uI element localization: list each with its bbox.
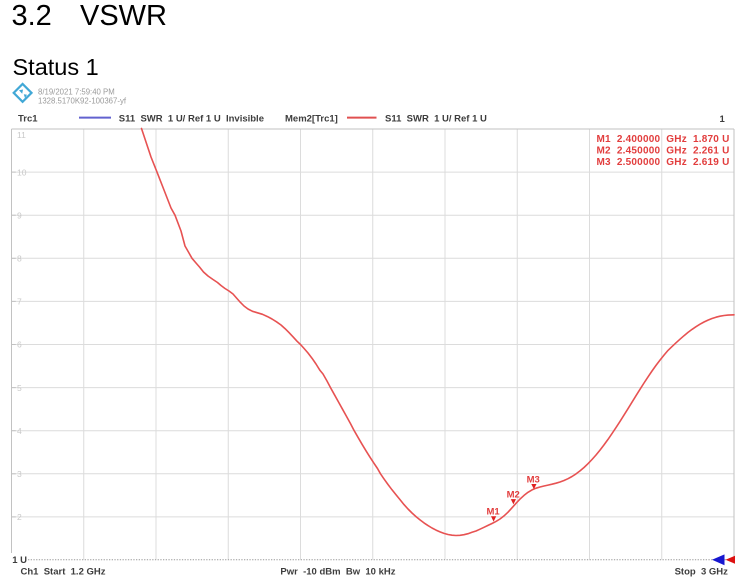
svg-text:3: 3: [17, 469, 22, 479]
svg-text:S11 SWR 1 U/ Ref 1 U Invisi: S11 SWR 1 U/ Ref 1 U Invisible: [119, 113, 264, 124]
svg-text:7: 7: [17, 297, 22, 307]
svg-text:M1 2.400000 GHz 1.870 U: M1 2.400000 GHz 1.870 U: [597, 134, 730, 145]
svg-text:M2: M2: [507, 490, 520, 501]
svg-text:2: 2: [17, 512, 22, 522]
svg-text:4: 4: [17, 426, 22, 436]
svg-text:11: 11: [17, 130, 26, 140]
svg-text:9: 9: [17, 210, 22, 220]
svg-text:M3: M3: [527, 475, 540, 486]
svg-text:S11 SWR 1 U/ Ref 1 U: S11 SWR 1 U/ Ref 1 U: [385, 113, 487, 124]
svg-text:6: 6: [17, 340, 22, 350]
svg-text:Ch1 Start 1.2 GHz: Ch1 Start 1.2 GHz: [21, 566, 106, 577]
svg-text:M2 2.450000 GHz 2.261 U: M2 2.450000 GHz 2.261 U: [597, 146, 730, 157]
svg-text:Stop 3 GHz: Stop 3 GHz: [675, 566, 729, 577]
svg-text:Mem2[Trc1]: Mem2[Trc1]: [285, 113, 338, 124]
svg-text:1328.5170K92-100367-yf: 1328.5170K92-100367-yf: [38, 97, 127, 106]
svg-text:1: 1: [720, 114, 726, 125]
svg-text:10: 10: [17, 167, 27, 177]
svg-text:M1: M1: [487, 506, 501, 517]
svg-text:1 U: 1 U: [12, 555, 27, 566]
svg-text:5: 5: [17, 383, 22, 393]
svg-text:Pwr -10 dBm Bw 10 kHz: Pwr -10 dBm Bw 10 kHz: [280, 566, 395, 577]
svg-text:8/19/2021 7:59:40 PM: 8/19/2021 7:59:40 PM: [38, 88, 115, 97]
svg-text:M3 2.500000 GHz 2.619 U: M3 2.500000 GHz 2.619 U: [597, 157, 730, 168]
svg-text:Trc1: Trc1: [18, 113, 38, 124]
svg-text:8: 8: [17, 254, 22, 264]
